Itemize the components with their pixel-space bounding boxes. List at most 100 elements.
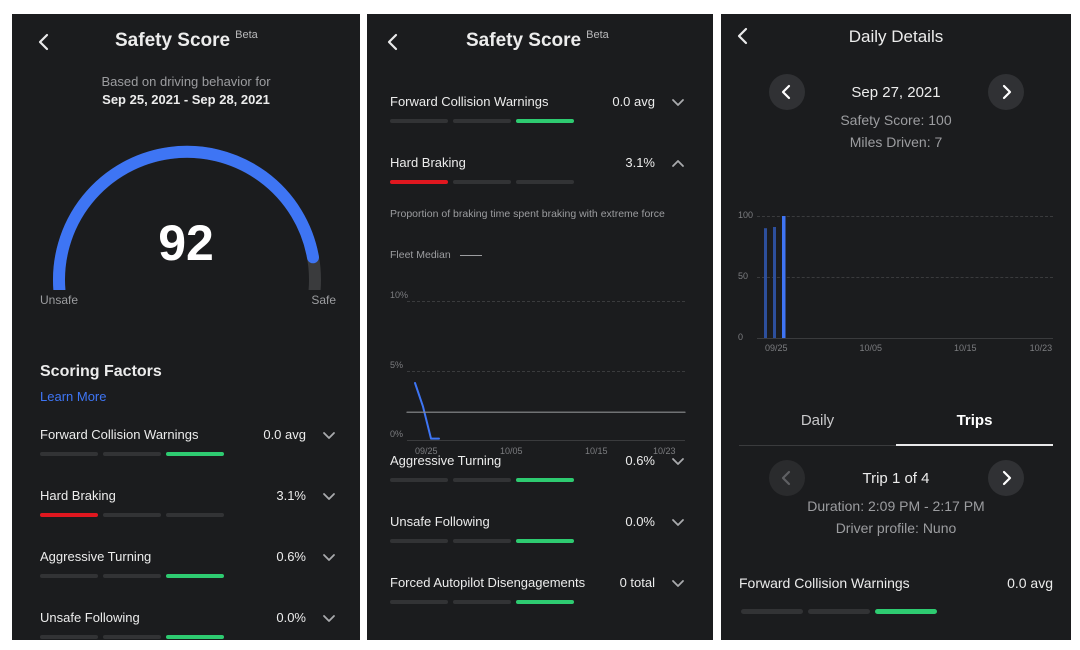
rating-segment [453, 600, 511, 604]
x-tick-label: 09/25 [415, 446, 438, 456]
chart-gridline [407, 301, 685, 302]
chevron-down-icon[interactable] [671, 96, 685, 108]
rating-segment [453, 180, 511, 184]
rating-segment [103, 452, 161, 456]
previous-trip-button[interactable] [769, 460, 805, 496]
rating-segment [103, 635, 161, 639]
daily-score-bar-selected[interactable] [782, 216, 786, 338]
trip-driver-profile: Driver profile: Nuno [835, 520, 957, 536]
trip-counter: Trip 1 of 4 [862, 470, 930, 487]
day-miles-driven: Miles Driven: 7 [849, 134, 943, 150]
daily-score-bar[interactable] [773, 227, 776, 338]
back-icon[interactable] [34, 32, 54, 52]
chart-gridline [757, 277, 1053, 278]
factor-value: 3.1% [625, 155, 655, 170]
x-tick-label: 10/15 [585, 446, 608, 456]
daily-score-chart: 100 50 0 09/25 10/05 10/15 10/23 [721, 190, 1071, 360]
hard-braking-chart: 10% 5% 0% 09/25 10/05 10/15 10/23 [367, 276, 713, 456]
factor-name: Unsafe Following [390, 514, 490, 529]
chart-gridline [407, 370, 685, 372]
chevron-down-icon[interactable] [322, 490, 336, 502]
score-gauge [53, 145, 321, 290]
factor-row[interactable]: Forced Autopilot Disengagements 0 total [390, 575, 685, 615]
daily-details-panel: Daily Details Sep 27, 2021 Safety Score:… [721, 14, 1071, 640]
day-safety-score: Safety Score: 100 [840, 112, 952, 128]
trip-factor-rating-bar [741, 609, 941, 614]
hard-braking-description: Proportion of braking time spent braking… [390, 208, 665, 220]
factor-row[interactable]: Hard Braking 3.1% [40, 488, 336, 528]
factor-row[interactable]: Forward Collision Warnings 0.0 avg [390, 94, 685, 134]
rating-segment [103, 574, 161, 578]
daily-trips-tabs: Daily Trips [739, 398, 1053, 448]
chevron-down-icon[interactable] [671, 577, 685, 589]
back-icon[interactable] [733, 26, 753, 46]
factor-value: 0.6% [276, 549, 306, 564]
chevron-left-icon [781, 470, 791, 486]
factor-row[interactable]: Aggressive Turning 0.6% [40, 549, 336, 589]
tab-trips[interactable]: Trips [956, 412, 993, 429]
scoring-factors-heading: Scoring Factors [40, 363, 162, 380]
chevron-right-icon [1002, 470, 1012, 486]
learn-more-link[interactable]: Learn More [40, 389, 107, 404]
factor-row[interactable]: Unsafe Following 0.0% [40, 610, 336, 640]
rating-segment [741, 609, 803, 614]
back-icon[interactable] [383, 32, 403, 52]
daily-score-bar[interactable] [764, 228, 767, 338]
rating-segment [166, 513, 224, 517]
x-tick-label: 10/05 [500, 446, 523, 456]
chart-gridline [757, 338, 1053, 339]
chevron-down-icon[interactable] [322, 429, 336, 441]
factor-row[interactable]: Aggressive Turning 0.6% [390, 453, 685, 493]
score-period-caption: Based on driving behavior for [101, 74, 271, 89]
rating-segment [390, 119, 448, 123]
trip-factor-value: 0.0 avg [1007, 575, 1053, 591]
chevron-down-icon[interactable] [322, 612, 336, 624]
rating-segment-active [516, 600, 574, 604]
rating-segment-active [166, 635, 224, 639]
factor-value: 0 total [619, 575, 655, 590]
chevron-left-icon [781, 84, 791, 100]
legend-fleet-median-label: Fleet Median [390, 249, 451, 261]
next-trip-button[interactable] [988, 460, 1024, 496]
factor-name: Forward Collision Warnings [40, 427, 199, 442]
y-tick-label: 0 [738, 332, 744, 342]
rating-segment [40, 635, 98, 639]
rating-segment [390, 478, 448, 482]
rating-segment-active [875, 609, 937, 614]
rating-segment-active [166, 574, 224, 578]
tab-daily[interactable]: Daily [800, 412, 835, 429]
chevron-down-icon[interactable] [322, 551, 336, 563]
factor-row[interactable]: Hard Braking 3.1% [390, 155, 685, 195]
chevron-down-icon[interactable] [671, 516, 685, 528]
factor-row[interactable]: Forward Collision Warnings 0.0 avg [40, 427, 336, 467]
chart-legend: Fleet Median [390, 249, 482, 261]
trip-factor-name: Forward Collision Warnings [739, 575, 910, 591]
page-title: Daily Details [848, 27, 944, 46]
safety-score-overview-panel: Safety Score Beta Based on driving behavi… [12, 14, 360, 640]
chevron-right-icon [1002, 84, 1012, 100]
score-value: 92 [158, 215, 214, 271]
x-tick-label: 10/23 [653, 446, 676, 456]
rating-segment [390, 539, 448, 543]
legend-fleet-median-swatch [459, 254, 482, 256]
previous-day-button[interactable] [769, 74, 805, 110]
x-tick-label: 10/15 [954, 343, 977, 353]
rating-segment-active [40, 513, 98, 517]
gauge-label-safe: Safe [311, 293, 336, 307]
x-tick-label: 10/23 [1029, 343, 1053, 353]
page-title: Safety Score Beta [115, 29, 258, 52]
next-day-button[interactable] [988, 74, 1024, 110]
page-title-text: Safety Score [466, 30, 582, 51]
factor-name: Hard Braking [390, 155, 466, 170]
trip-duration: Duration: 2:09 PM - 2:17 PM [807, 498, 985, 514]
factor-name: Aggressive Turning [390, 453, 502, 468]
chevron-down-icon[interactable] [671, 455, 685, 467]
x-tick-label: 09/25 [765, 343, 788, 353]
chevron-up-icon[interactable] [671, 157, 685, 169]
factor-row[interactable]: Unsafe Following 0.0% [390, 514, 685, 554]
factor-value: 0.6% [625, 453, 655, 468]
y-tick-label: 0% [390, 429, 404, 439]
rating-segment [103, 513, 161, 517]
rating-segment [40, 452, 98, 456]
rating-segment [516, 180, 574, 184]
